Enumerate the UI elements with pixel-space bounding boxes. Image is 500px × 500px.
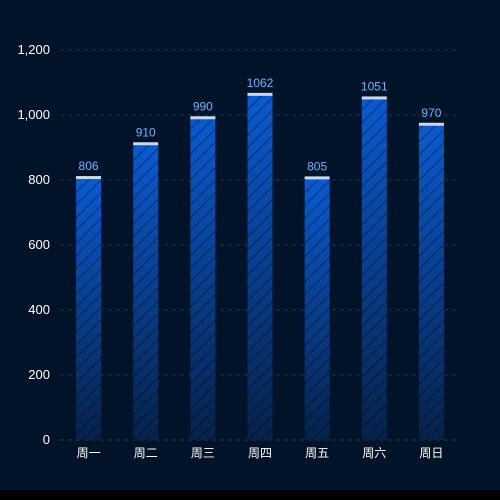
x-tick-label: 周四 bbox=[248, 446, 272, 460]
bar-value-label: 806 bbox=[79, 159, 99, 173]
bar-hatch bbox=[361, 98, 387, 441]
bar-value-label: 970 bbox=[421, 106, 441, 120]
bar-cap bbox=[361, 96, 387, 100]
bar-value-label: 910 bbox=[136, 125, 156, 139]
bar-value-label: 990 bbox=[193, 99, 213, 113]
y-tick-label: 600 bbox=[28, 237, 50, 252]
bar-group bbox=[133, 142, 159, 440]
y-tick-label: 800 bbox=[28, 172, 50, 187]
bar-value-label: 1062 bbox=[247, 76, 274, 90]
bar-hatch bbox=[247, 94, 273, 440]
bar-group bbox=[361, 96, 387, 441]
y-axis: 0 200 400 600 800 1,000 1,200 bbox=[17, 42, 50, 447]
bar-cap bbox=[418, 122, 444, 126]
bars bbox=[76, 92, 444, 441]
y-tick-label: 200 bbox=[28, 367, 50, 382]
y-tick-label: 0 bbox=[43, 432, 50, 447]
x-tick-label: 周一 bbox=[77, 446, 101, 460]
bar-value-label: 1051 bbox=[361, 79, 388, 93]
bar-hatch bbox=[76, 178, 102, 441]
bar-hatch bbox=[304, 178, 330, 440]
x-tick-label: 周日 bbox=[419, 446, 443, 460]
x-tick-label: 周二 bbox=[134, 446, 158, 460]
bar-group bbox=[418, 122, 444, 440]
bar-hatch bbox=[418, 124, 444, 440]
x-tick-label: 周五 bbox=[305, 446, 329, 460]
x-axis: 周一 周二 周三 周四 周五 周六 周日 bbox=[77, 446, 444, 460]
bar-hatch bbox=[133, 144, 159, 440]
y-tick-label: 1,200 bbox=[17, 42, 50, 57]
bar-cap bbox=[247, 92, 273, 96]
y-tick-label: 1,000 bbox=[17, 107, 50, 122]
bar-cap bbox=[304, 176, 330, 180]
y-tick-label: 400 bbox=[28, 302, 50, 317]
bar-group bbox=[190, 116, 216, 440]
bar-group bbox=[247, 92, 273, 440]
bar-group bbox=[76, 176, 102, 441]
bar-hatch bbox=[190, 118, 216, 440]
x-tick-label: 周三 bbox=[191, 446, 215, 460]
bar-cap bbox=[76, 176, 102, 180]
value-labels: 806 910 990 1062 805 1051 970 bbox=[79, 76, 442, 174]
x-tick-label: 周六 bbox=[362, 446, 386, 460]
bar-cap bbox=[190, 116, 216, 120]
bar-cap bbox=[133, 142, 159, 146]
bar-value-label: 805 bbox=[307, 159, 327, 173]
bar-group bbox=[304, 176, 330, 440]
